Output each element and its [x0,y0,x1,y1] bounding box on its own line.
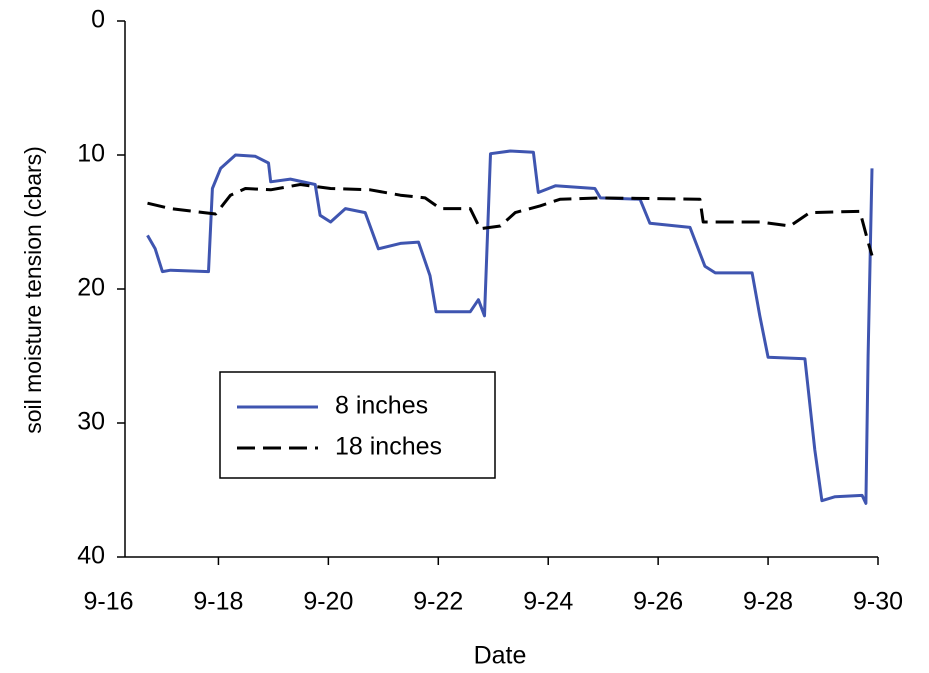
legend-box [219,371,496,479]
x-tick-label: 9-20 [303,588,353,616]
x-tick-label: 9-16 [83,588,133,616]
line [147,183,874,256]
legend-label: 8 inches [335,392,428,420]
y-tick-label: 40 [77,542,105,570]
y-tick-label: 30 [77,408,105,436]
y-tick-label: 0 [91,6,105,34]
x-axis-label: Date [474,642,527,670]
y-axis-label: soil moisture tension (cbars) [20,146,46,434]
x-tick-label: 9-22 [413,588,463,616]
x-tick-label: 9-18 [193,588,243,616]
line [146,149,874,505]
x-tick-label: 9-26 [633,588,683,616]
y-tick-label: 10 [77,140,105,168]
x-tick-label: 9-24 [523,588,573,616]
legend-label: 18 inches [335,433,442,461]
x-tick-label: 9-28 [743,588,793,616]
y-tick-label: 20 [77,274,105,302]
x-tick-label: 9-30 [853,588,903,616]
